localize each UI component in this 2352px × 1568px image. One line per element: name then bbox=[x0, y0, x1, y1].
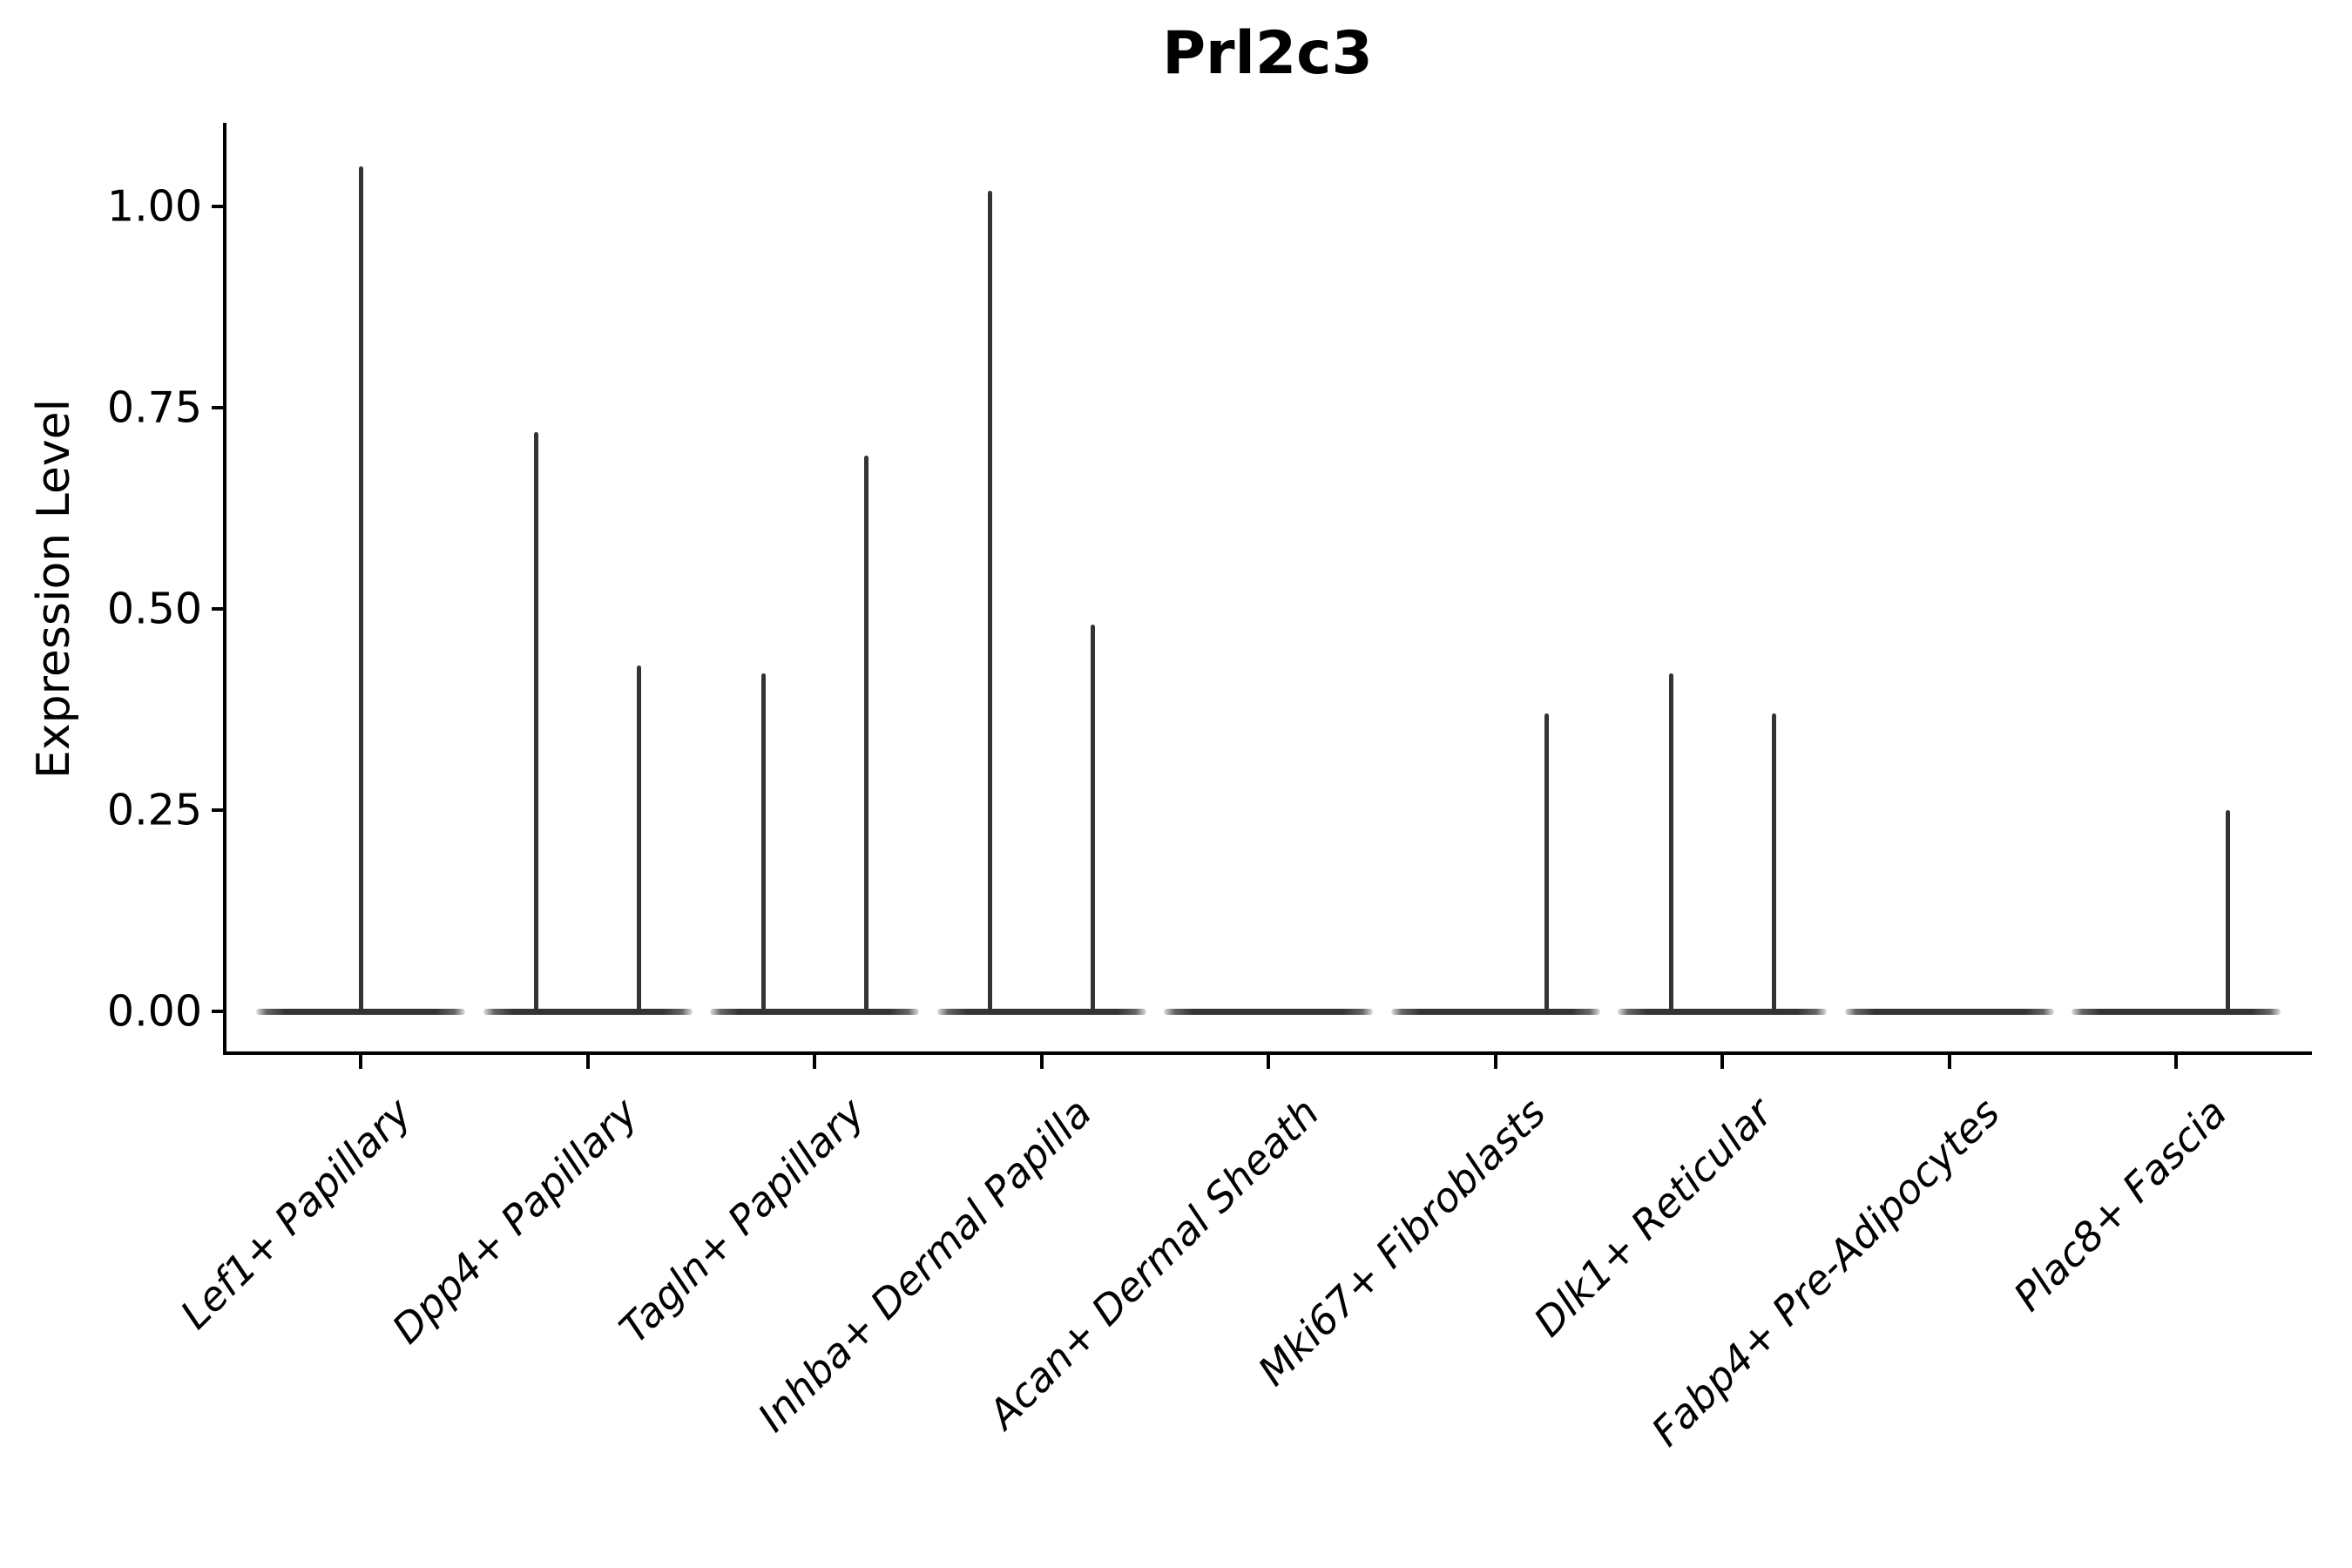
violin-spike bbox=[2225, 810, 2230, 1014]
y-tick-mark bbox=[212, 205, 224, 208]
x-tick-label: Dpp4+ Papillary bbox=[383, 1089, 647, 1353]
x-tick-mark bbox=[585, 1055, 590, 1069]
y-tick-label: 1.00 bbox=[106, 181, 202, 232]
x-tick-mark bbox=[813, 1055, 816, 1069]
violin-baseline bbox=[483, 1009, 693, 1015]
violin-baseline bbox=[2072, 1009, 2281, 1015]
x-tick-label: Tagln+ Papillary bbox=[610, 1089, 875, 1353]
violin-baseline bbox=[1618, 1009, 1827, 1015]
x-tick-label: Lef1+ Papillary bbox=[171, 1089, 421, 1338]
violin-spike bbox=[1771, 713, 1776, 1014]
y-tick-label: 0.00 bbox=[106, 986, 202, 1037]
y-tick-mark bbox=[212, 607, 224, 611]
y-tick-label: 0.75 bbox=[106, 382, 202, 433]
violin-baseline bbox=[1390, 1009, 1600, 1015]
x-tick-mark bbox=[1039, 1055, 1044, 1069]
y-tick-mark bbox=[212, 406, 224, 409]
violin-baseline bbox=[936, 1009, 1146, 1015]
violin-spike bbox=[863, 456, 868, 1014]
violin-spike bbox=[988, 190, 992, 1014]
x-tick-label: Dlk1+ Reticular bbox=[1524, 1089, 1782, 1346]
violin-spike bbox=[760, 672, 766, 1014]
violin-baseline bbox=[710, 1009, 919, 1015]
violin-spike bbox=[1544, 713, 1549, 1014]
violin-spike bbox=[1668, 672, 1673, 1014]
x-tick-mark bbox=[1267, 1055, 1270, 1069]
y-tick-label: 0.25 bbox=[106, 785, 202, 835]
y-tick-mark bbox=[212, 808, 224, 812]
violin-spike bbox=[358, 166, 363, 1014]
x-tick-mark bbox=[1947, 1055, 1951, 1069]
y-axis-line bbox=[223, 123, 226, 1055]
x-tick-mark bbox=[1493, 1055, 1497, 1069]
x-tick-mark bbox=[2174, 1055, 2178, 1069]
x-tick-mark bbox=[1720, 1055, 1724, 1069]
x-tick-label: Plac8+ Fascia bbox=[2004, 1089, 2236, 1321]
chart-title: Prl2c3 bbox=[1162, 19, 1373, 88]
y-tick-label: 0.50 bbox=[106, 584, 202, 634]
violin-spike bbox=[637, 665, 641, 1014]
x-tick-mark bbox=[359, 1055, 362, 1069]
violin-baseline bbox=[1164, 1009, 1373, 1015]
y-tick-mark bbox=[212, 1010, 224, 1013]
violin-spike bbox=[534, 431, 538, 1014]
violin-baseline bbox=[1844, 1009, 2054, 1015]
violin-spike bbox=[1091, 625, 1095, 1014]
x-axis-line bbox=[223, 1051, 2312, 1055]
